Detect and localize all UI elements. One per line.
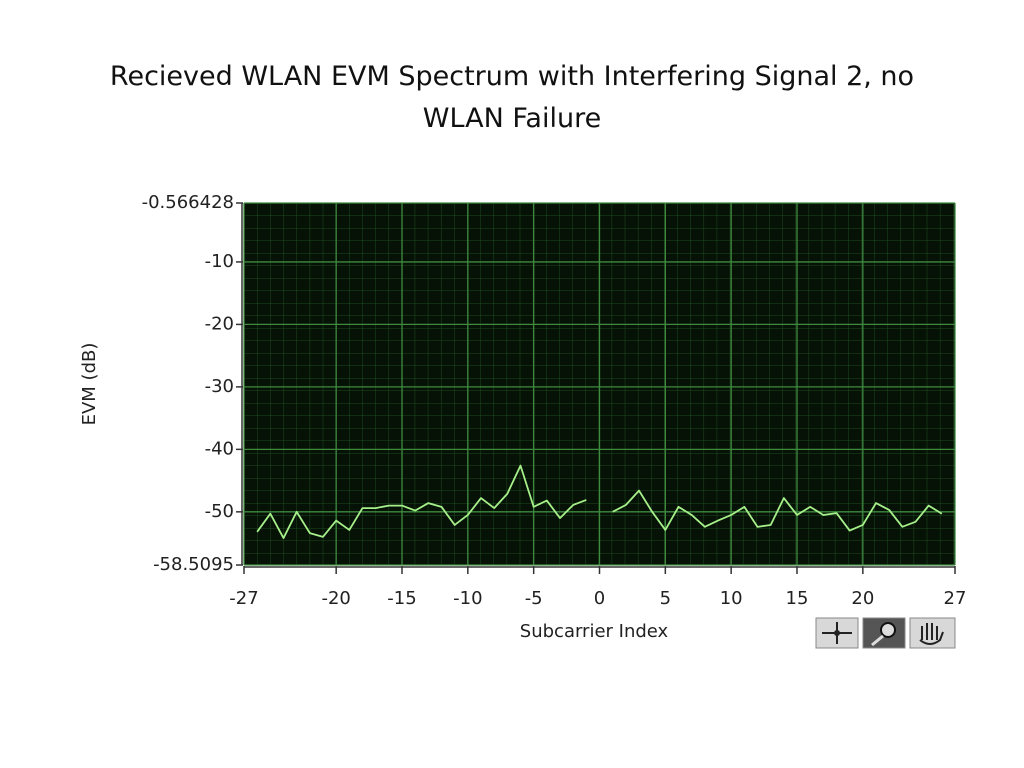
x-tick-label: 15 [786,588,809,609]
plot-area [243,202,956,566]
x-tick-label: 0 [594,588,605,609]
y-tick-label: -10 [205,251,234,272]
x-tick-label: -27 [229,588,258,609]
y-tick-label: -50 [205,501,234,522]
zoom-handle [871,634,884,647]
x-tick-label: -10 [453,588,482,609]
x-tick-label: 5 [660,588,671,609]
y-tick-label: -30 [205,376,234,397]
y-tick-label: -40 [205,438,234,459]
x-tick-label: -15 [387,588,416,609]
cursor-dot [834,630,840,636]
x-tick-label: 27 [944,588,967,609]
x-tick-label: 20 [851,588,874,609]
x-tick-label: 10 [720,588,743,609]
chart-title: Recieved WLAN EVM Spectrum with Interfer… [109,61,915,134]
y-tick-label: -20 [205,313,234,334]
data-line [256,464,943,539]
pan-icon [919,623,944,645]
y-tick-label: -58.5095 [153,554,234,575]
x-tick-label: -5 [525,588,543,609]
x-tick-label: -20 [321,588,350,609]
y-tick-label: -0.566428 [142,192,234,213]
graph-tools[interactable] [815,617,956,649]
y-axis-label: EVM (dB) [79,343,100,426]
zoom-icon [880,622,896,638]
x-axis-label: Subcarrier Index [520,621,669,642]
